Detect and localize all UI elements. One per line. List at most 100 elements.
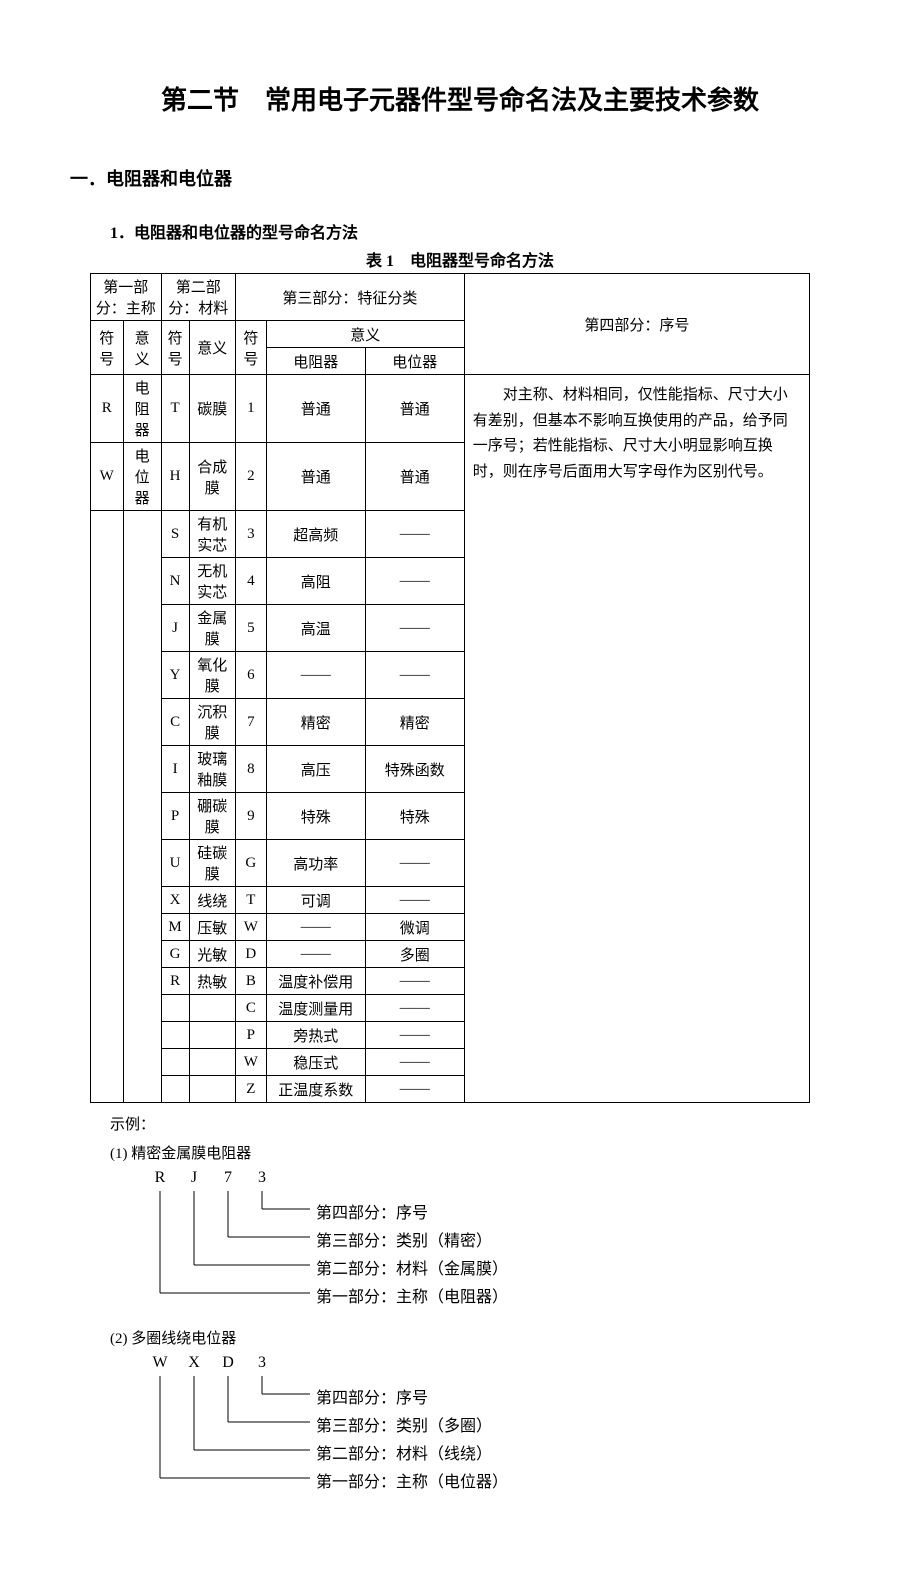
p2-symbol: C [161, 699, 189, 746]
diagram-lines [140, 1354, 700, 1504]
p2-blank-sym [161, 1022, 189, 1049]
p3-symbol: 4 [235, 558, 266, 605]
p3-symbol: W [235, 914, 266, 941]
section-heading: 一．电阻器和电位器 [70, 165, 850, 191]
p2-meaning: 碳膜 [189, 375, 235, 443]
p2-meaning: 热敏 [189, 968, 235, 995]
p3-pot: —— [365, 968, 464, 995]
p1-meaning: 电位器 [123, 443, 161, 511]
p1-symbol: W [91, 443, 124, 511]
header-symbol2: 符号 [161, 321, 189, 375]
examples-label: 示例： [110, 1113, 850, 1134]
p3-pot: —— [365, 1022, 464, 1049]
p2-symbol: M [161, 914, 189, 941]
p3-resistor: —— [266, 941, 365, 968]
p3-pot: —— [365, 995, 464, 1022]
header-pot: 电位器 [365, 348, 464, 375]
p3-symbol: G [235, 840, 266, 887]
p1-symbol: R [91, 375, 124, 443]
p3-symbol: T [235, 887, 266, 914]
p3-pot: 特殊函数 [365, 746, 464, 793]
p2-meaning: 合成膜 [189, 443, 235, 511]
p3-symbol: 1 [235, 375, 266, 443]
p3-resistor: 精密 [266, 699, 365, 746]
p3-pot: —— [365, 605, 464, 652]
naming-table-wrap: 第一部分：主称第二部分：材料第三部分：特征分类第四部分：序号符号意义符号意义符号… [90, 273, 810, 1103]
p3-resistor: 特殊 [266, 793, 365, 840]
p3-resistor: 正温度系数 [266, 1076, 365, 1103]
p2-symbol: J [161, 605, 189, 652]
p3-symbol: 5 [235, 605, 266, 652]
p3-pot: —— [365, 1076, 464, 1103]
p2-symbol: P [161, 793, 189, 840]
p3-resistor: 高阻 [266, 558, 365, 605]
p2-symbol: G [161, 941, 189, 968]
p2-symbol: R [161, 968, 189, 995]
examples-section: 示例： (1) 精密金属膜电阻器 RJ73第四部分：序号第三部分：类别（精密）第… [110, 1113, 850, 1504]
p3-symbol: D [235, 941, 266, 968]
p3-resistor: 可调 [266, 887, 365, 914]
p3-symbol: B [235, 968, 266, 995]
p2-meaning: 氧化膜 [189, 652, 235, 699]
p3-resistor: 普通 [266, 375, 365, 443]
p3-symbol: 3 [235, 511, 266, 558]
p2-meaning: 压敏 [189, 914, 235, 941]
p3-resistor: —— [266, 652, 365, 699]
p3-pot: 多圈 [365, 941, 464, 968]
header-resistor: 电阻器 [266, 348, 365, 375]
header-meaning3: 意义 [266, 321, 464, 348]
p2-symbol: I [161, 746, 189, 793]
p3-resistor: 超高频 [266, 511, 365, 558]
p3-pot: —— [365, 652, 464, 699]
p2-symbol: U [161, 840, 189, 887]
p2-blank-sym [161, 995, 189, 1022]
p3-symbol: 8 [235, 746, 266, 793]
p2-meaning: 硅碳膜 [189, 840, 235, 887]
p3-pot: —— [365, 1049, 464, 1076]
p2-symbol: N [161, 558, 189, 605]
p2-meaning: 硼碳膜 [189, 793, 235, 840]
p2-meaning: 线绕 [189, 887, 235, 914]
p3-pot: —— [365, 887, 464, 914]
p2-symbol: H [161, 443, 189, 511]
p2-meaning: 光敏 [189, 941, 235, 968]
p3-resistor: 温度补偿用 [266, 968, 365, 995]
header-symbol3: 符号 [235, 321, 266, 375]
p2-symbol: T [161, 375, 189, 443]
naming-table: 第一部分：主称第二部分：材料第三部分：特征分类第四部分：序号符号意义符号意义符号… [90, 273, 810, 1103]
p3-symbol: 2 [235, 443, 266, 511]
example2-diagram: WXD3第四部分：序号第三部分：类别（多圈）第二部分：材料（线绕）第一部分：主称… [140, 1354, 850, 1504]
p3-pot: 微调 [365, 914, 464, 941]
p3-pot: 精密 [365, 699, 464, 746]
p3-pot: —— [365, 840, 464, 887]
example1-title: (1) 精密金属膜电阻器 [110, 1142, 850, 1163]
p3-symbol: W [235, 1049, 266, 1076]
p3-symbol: 6 [235, 652, 266, 699]
p3-symbol: 7 [235, 699, 266, 746]
p3-resistor: 高功率 [266, 840, 365, 887]
p2-meaning: 沉积膜 [189, 699, 235, 746]
p2-blank-mean [189, 995, 235, 1022]
p3-resistor: 普通 [266, 443, 365, 511]
p3-pot: —— [365, 511, 464, 558]
p1-blank-sym [91, 511, 124, 1103]
p2-blank-mean [189, 1049, 235, 1076]
p3-symbol: C [235, 995, 266, 1022]
header-meaning1: 意义 [123, 321, 161, 375]
header-part4: 第四部分：序号 [464, 274, 809, 375]
p2-meaning: 有机实芯 [189, 511, 235, 558]
header-part1: 第一部分：主称 [91, 274, 162, 321]
header-part2: 第二部分：材料 [161, 274, 235, 321]
p2-blank-mean [189, 1076, 235, 1103]
sub-heading: 1．电阻器和电位器的型号命名方法 [110, 219, 850, 243]
p3-resistor: 高温 [266, 605, 365, 652]
p3-resistor: 温度测量用 [266, 995, 365, 1022]
p3-resistor: 高压 [266, 746, 365, 793]
part4-description: 对主称、材料相同，仅性能指标、尺寸大小有差别，但基本不影响互换使用的产品，给予同… [464, 375, 809, 1103]
p2-blank-mean [189, 1022, 235, 1049]
p3-resistor: —— [266, 914, 365, 941]
p2-meaning: 金属膜 [189, 605, 235, 652]
p3-pot: 普通 [365, 375, 464, 443]
header-symbol1: 符号 [91, 321, 124, 375]
p2-meaning: 无机实芯 [189, 558, 235, 605]
